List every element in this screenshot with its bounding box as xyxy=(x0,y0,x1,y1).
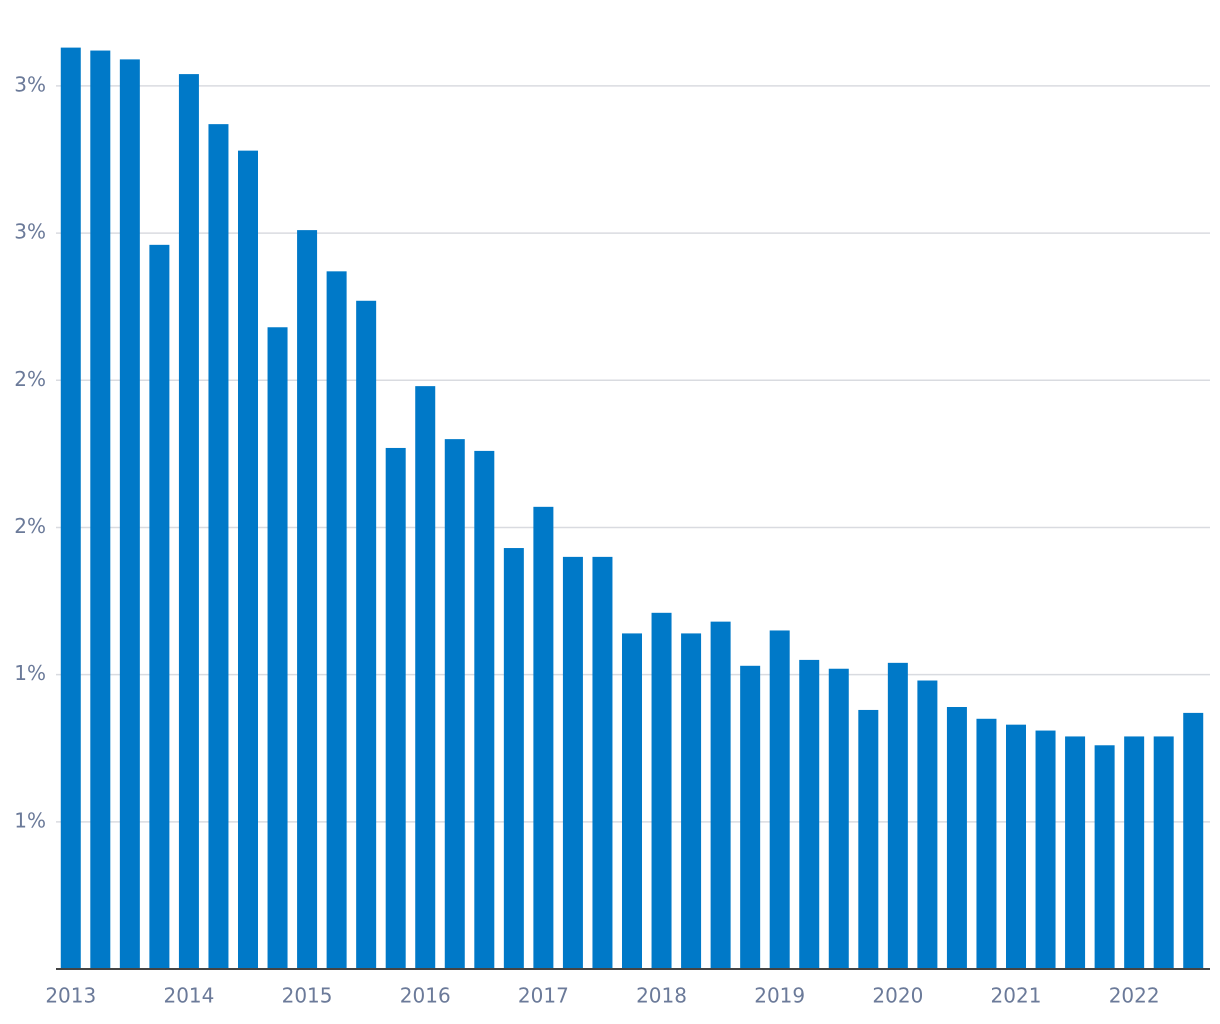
bar xyxy=(858,709,879,969)
x-tick-label: 2021 xyxy=(991,984,1042,1008)
y-tick-label: 1% xyxy=(14,808,46,832)
bar xyxy=(976,718,997,969)
x-tick-label: 2015 xyxy=(282,984,333,1008)
bar xyxy=(681,633,702,969)
bar xyxy=(208,124,229,970)
y-tick-label: 3% xyxy=(14,72,46,96)
bar xyxy=(119,59,140,970)
bar xyxy=(444,439,465,969)
bar xyxy=(769,630,790,969)
bar xyxy=(562,556,583,969)
x-tick-label: 2020 xyxy=(872,984,923,1008)
bar xyxy=(651,612,672,969)
y-tick-label: 2% xyxy=(14,367,46,391)
bar xyxy=(799,659,820,969)
bar xyxy=(1006,724,1026,969)
bar xyxy=(178,74,199,970)
x-tick-label: 2014 xyxy=(163,984,214,1008)
bar xyxy=(710,621,731,969)
x-tick-label: 2022 xyxy=(1109,984,1160,1008)
bar xyxy=(503,548,524,969)
bar xyxy=(622,633,642,969)
bar xyxy=(267,327,288,969)
bar xyxy=(297,230,318,969)
x-tick-label: 2018 xyxy=(636,984,687,1008)
bar xyxy=(385,447,406,969)
bar xyxy=(356,300,377,969)
y-tick-label: 3% xyxy=(14,220,46,244)
x-tick-label: 2019 xyxy=(754,984,805,1008)
x-tick-label: 2016 xyxy=(400,984,451,1008)
bar xyxy=(740,665,761,969)
bar xyxy=(917,680,938,969)
bar xyxy=(1124,736,1145,969)
bar xyxy=(887,662,908,969)
bar xyxy=(533,506,554,969)
bar xyxy=(474,450,495,969)
y-tick-label: 1% xyxy=(14,661,46,685)
bar xyxy=(946,707,967,969)
bar xyxy=(828,668,849,969)
x-tick-label: 2017 xyxy=(518,984,569,1008)
bar xyxy=(1183,712,1204,969)
y-tick-label: 2% xyxy=(14,514,46,538)
bar xyxy=(90,50,111,970)
bar xyxy=(1065,736,1086,969)
bar xyxy=(1094,745,1115,969)
bar xyxy=(326,271,347,969)
bar xyxy=(592,556,613,969)
bar xyxy=(1035,730,1056,969)
bar xyxy=(238,150,258,969)
x-tick-label: 2013 xyxy=(45,984,96,1008)
bar xyxy=(415,386,436,969)
bar xyxy=(1153,736,1174,969)
bar xyxy=(60,47,81,969)
bar xyxy=(149,244,170,969)
